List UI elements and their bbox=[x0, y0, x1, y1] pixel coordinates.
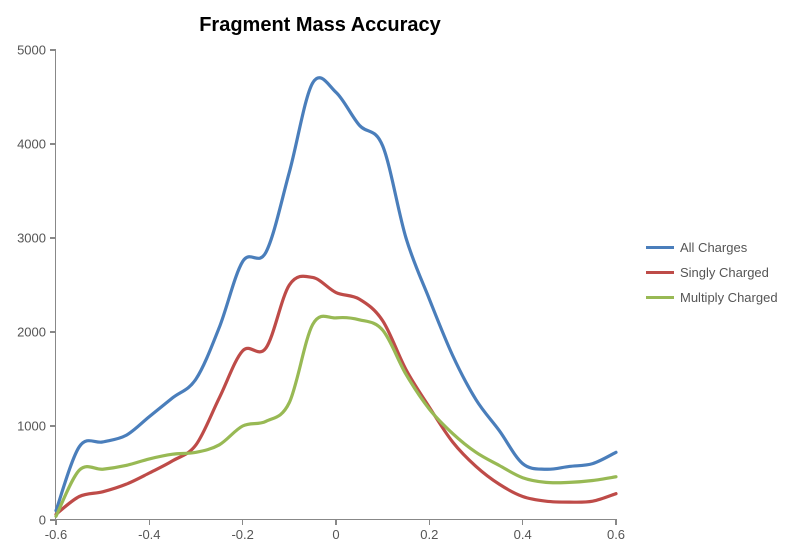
x-tick-label: 0.2 bbox=[420, 527, 438, 542]
series-line bbox=[56, 316, 616, 516]
legend-item: Multiply Charged bbox=[646, 290, 778, 305]
legend: All Charges Singly Charged Multiply Charge… bbox=[646, 240, 778, 315]
y-tick-label: 4000 bbox=[17, 137, 46, 152]
legend-swatch bbox=[646, 296, 674, 299]
legend-item: Singly Charged bbox=[646, 265, 778, 280]
x-tick bbox=[335, 519, 337, 525]
x-tick bbox=[615, 519, 617, 525]
y-tick-label: 1000 bbox=[17, 419, 46, 434]
x-tick bbox=[429, 519, 431, 525]
legend-label: Multiply Charged bbox=[680, 290, 778, 305]
legend-label: Singly Charged bbox=[680, 265, 769, 280]
y-tick bbox=[50, 143, 56, 145]
y-tick bbox=[50, 49, 56, 51]
y-tick bbox=[50, 237, 56, 239]
y-tick bbox=[50, 331, 56, 333]
x-tick-label: 0.4 bbox=[514, 527, 532, 542]
series-lines bbox=[56, 50, 616, 520]
legend-swatch bbox=[646, 246, 674, 249]
legend-item: All Charges bbox=[646, 240, 778, 255]
chart-title: Fragment Mass Accuracy bbox=[0, 14, 640, 37]
chart-root: { "chart": { "type": "line", "title": "F… bbox=[0, 0, 800, 554]
series-line bbox=[56, 276, 616, 514]
y-tick bbox=[50, 425, 56, 427]
x-tick-label: 0 bbox=[332, 527, 339, 542]
legend-swatch bbox=[646, 271, 674, 274]
legend-label: All Charges bbox=[680, 240, 747, 255]
x-tick-label: -0.2 bbox=[231, 527, 253, 542]
plot-area: 010002000300040005000-0.6-0.4-0.200.20.4… bbox=[55, 50, 615, 520]
y-tick-label: 5000 bbox=[17, 43, 46, 58]
y-tick-label: 2000 bbox=[17, 325, 46, 340]
y-tick-label: 3000 bbox=[17, 231, 46, 246]
x-tick-label: -0.4 bbox=[138, 527, 160, 542]
x-tick bbox=[522, 519, 524, 525]
x-tick-label: -0.6 bbox=[45, 527, 67, 542]
x-tick bbox=[149, 519, 151, 525]
x-tick bbox=[55, 519, 57, 525]
x-tick bbox=[242, 519, 244, 525]
x-tick-label: 0.6 bbox=[607, 527, 625, 542]
y-tick-label: 0 bbox=[39, 513, 46, 528]
